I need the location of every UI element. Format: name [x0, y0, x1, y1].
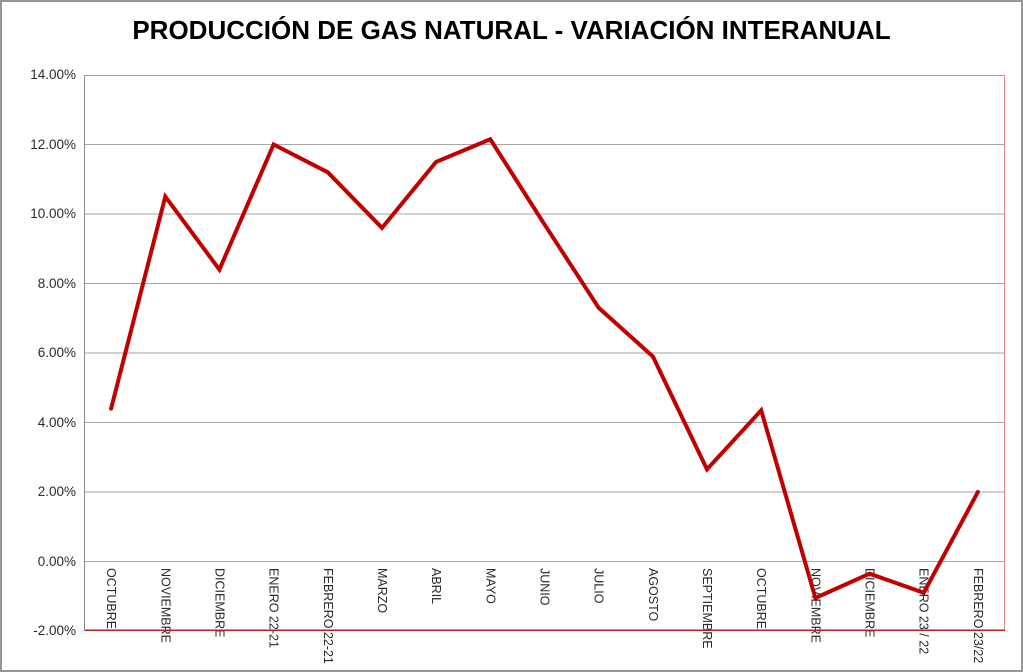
y-axis-tick-label: -2.00%	[33, 623, 76, 638]
y-axis-tick-label: 2.00%	[37, 484, 76, 499]
x-axis-category-label: JUNIO	[537, 567, 552, 606]
x-axis-category-label: SEPTIEMBRE	[700, 567, 715, 649]
x-axis-category-label: NOVIEMBRE	[158, 567, 173, 643]
y-axis-tick-label: 12.00%	[30, 136, 76, 152]
x-axis-category-label: ENERO 22-21	[266, 567, 281, 648]
x-axis-category-label: DICIEMBRE	[212, 567, 227, 637]
plot-area	[84, 75, 1005, 631]
y-axis-tick-label: 14.00%	[30, 67, 76, 82]
data-series-line	[109, 136, 980, 601]
y-axis-tick-label: 0.00%	[37, 553, 76, 569]
x-axis-category-label: MAYO	[483, 567, 498, 604]
x-axis-category-label: FEBRERO 23/22	[970, 567, 985, 663]
y-axis-tick-label: 8.00%	[37, 275, 76, 291]
x-axis-category-label: FEBRERO 22-21	[320, 567, 335, 664]
y-axis-tick-label: 4.00%	[37, 414, 76, 430]
x-axis-category-label: DICIEMBRE	[862, 567, 877, 637]
chart-title: PRODUCCIÓN DE GAS NATURAL - VARIACIÓN IN…	[132, 15, 891, 45]
y-axis-tick-label: 10.00%	[30, 206, 76, 221]
x-axis-category-label: JULIO	[591, 567, 606, 603]
x-axis-category-label: OCTUBRE	[104, 567, 119, 629]
x-axis-category-label: MARZO	[374, 567, 389, 613]
x-axis-category-label: OCTUBRE	[754, 567, 769, 629]
x-axis-category-label: ABRIL	[429, 567, 444, 604]
y-axis-tick-label: 6.00%	[37, 345, 76, 360]
x-axis-category-label: AGOSTO	[645, 567, 660, 621]
